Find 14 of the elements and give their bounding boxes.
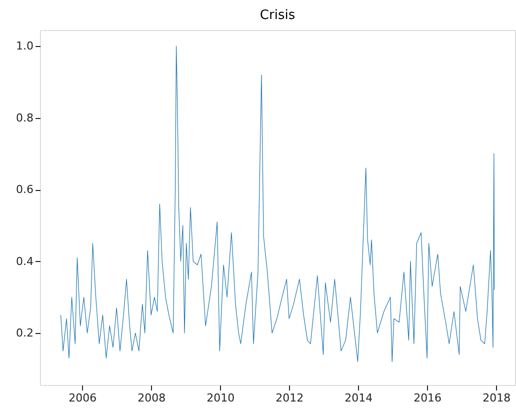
y-tick-label: 1.0	[16, 40, 34, 53]
x-tick-label: 2010	[206, 392, 235, 404]
y-tick-label: 0.8	[16, 111, 34, 124]
y-tick-label: 0.4	[16, 254, 34, 268]
y-tick-label: 0.6	[16, 183, 34, 196]
y-tick-label: 0.2	[16, 326, 34, 340]
chart-title: Crisis	[260, 8, 296, 23]
x-tick-label: 2016	[414, 392, 442, 404]
x-tick-label: 2012	[276, 392, 304, 404]
x-tick-label: 2008	[138, 392, 166, 404]
x-tick-label: 2018	[482, 392, 511, 404]
x-tick-label: 2006	[68, 392, 97, 404]
x-tick-label: 2014	[344, 392, 373, 404]
line-series	[60, 46, 495, 362]
